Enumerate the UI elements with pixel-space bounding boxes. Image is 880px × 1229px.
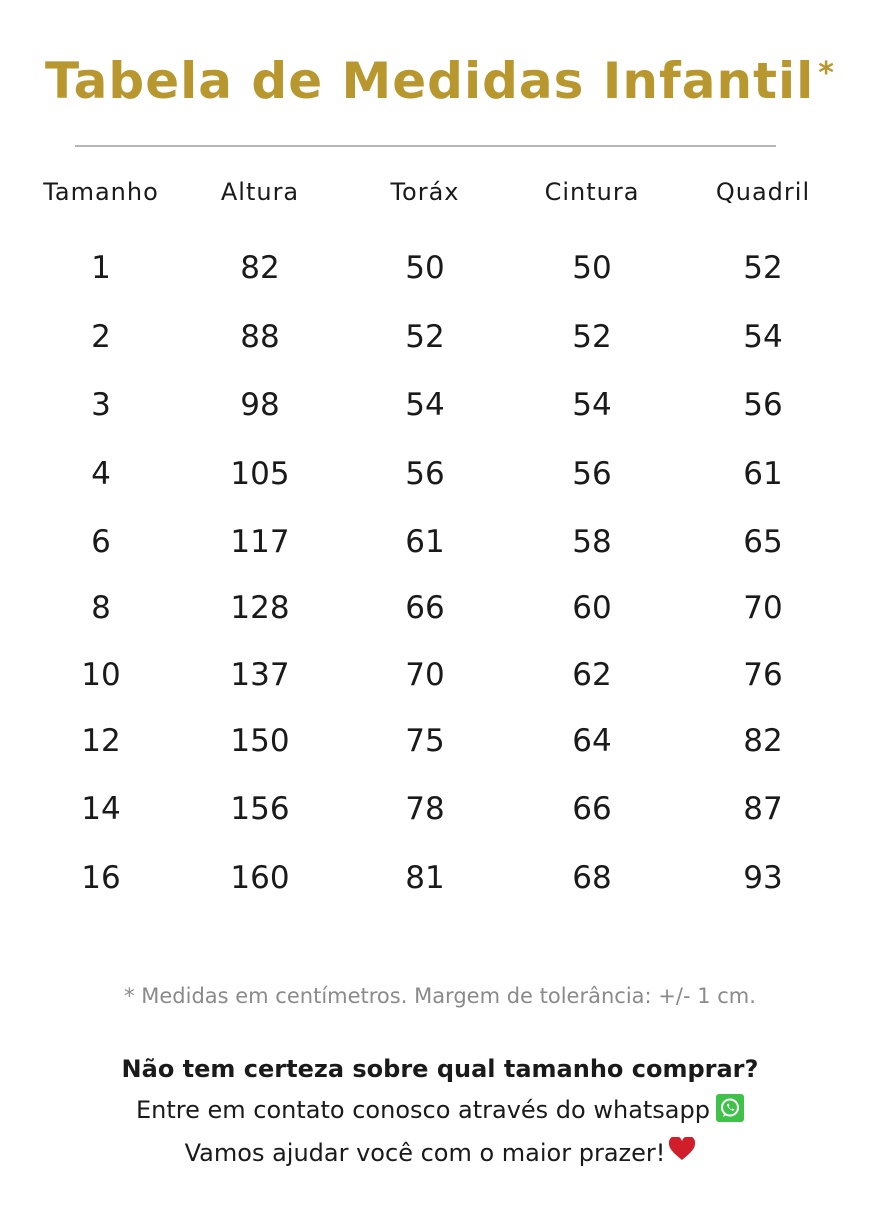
column-header: Altura xyxy=(220,178,300,206)
table-cell: 2 xyxy=(91,319,111,355)
table-cell: 156 xyxy=(230,791,290,827)
table-cell: 76 xyxy=(743,657,783,693)
footer-closing: Vamos ajudar você com o maior prazer! xyxy=(0,1135,880,1167)
table-cell: 128 xyxy=(230,590,290,626)
table-cell: 81 xyxy=(405,860,445,896)
title-asterisk: * xyxy=(818,56,835,91)
table-cell: 75 xyxy=(405,723,445,759)
page-title: Tabela de Medidas Infantil * xyxy=(0,52,880,110)
table-cell: 50 xyxy=(572,250,612,286)
table-cell: 56 xyxy=(405,456,445,492)
table-cell: 14 xyxy=(81,791,121,827)
table-cell: 87 xyxy=(743,791,783,827)
table-cell: 70 xyxy=(743,590,783,626)
table-cell: 93 xyxy=(743,860,783,896)
table-cell: 52 xyxy=(743,250,783,286)
table-cell: 54 xyxy=(572,387,612,423)
contact-text: Entre em contato conosco através do what… xyxy=(136,1096,710,1124)
table-cell: 82 xyxy=(743,723,783,759)
table-cell: 3 xyxy=(91,387,111,423)
whatsapp-icon[interactable] xyxy=(715,1094,744,1122)
column-header: Tamanho xyxy=(43,178,159,206)
table-cell: 54 xyxy=(743,319,783,355)
table-cell: 65 xyxy=(743,524,783,560)
table-cell: 50 xyxy=(405,250,445,286)
table-cell: 98 xyxy=(240,387,280,423)
table-cell: 56 xyxy=(572,456,612,492)
table-cell: 68 xyxy=(572,860,612,896)
closing-text: Vamos ajudar você com o maior prazer! xyxy=(184,1139,666,1167)
table-cell: 52 xyxy=(572,319,612,355)
table-cell: 117 xyxy=(230,524,290,560)
table-cell: 88 xyxy=(240,319,280,355)
table-cell: 66 xyxy=(572,791,612,827)
table-cell: 52 xyxy=(405,319,445,355)
table-cell: 105 xyxy=(230,456,290,492)
table-cell: 10 xyxy=(81,657,121,693)
table-cell: 70 xyxy=(405,657,445,693)
table-cell: 61 xyxy=(743,456,783,492)
table-cell: 160 xyxy=(230,860,290,896)
footer-contact: Entre em contato conosco através do what… xyxy=(0,1094,880,1125)
table-cell: 16 xyxy=(81,860,121,896)
table-cell: 12 xyxy=(81,723,121,759)
table-cell: 8 xyxy=(91,590,111,626)
column-header: Quadril xyxy=(715,178,811,206)
table-cell: 60 xyxy=(572,590,612,626)
table-cell: 1 xyxy=(91,250,111,286)
table-cell: 61 xyxy=(405,524,445,560)
table-cell: 64 xyxy=(572,723,612,759)
table-cell: 82 xyxy=(240,250,280,286)
footnote: * Medidas em centímetros. Margem de tole… xyxy=(124,984,756,1008)
table-cell: 54 xyxy=(405,387,445,423)
title-text: Tabela de Medidas Infantil xyxy=(45,52,815,110)
heart-icon xyxy=(669,1135,696,1167)
table-cell: 56 xyxy=(743,387,783,423)
table-cell: 137 xyxy=(230,657,290,693)
column-header: Toráx xyxy=(390,178,460,206)
column-header: Cintura xyxy=(544,178,640,206)
footer-question: Não tem certeza sobre qual tamanho compr… xyxy=(121,1055,759,1083)
table-cell: 6 xyxy=(91,524,111,560)
table-cell: 4 xyxy=(91,456,111,492)
divider xyxy=(75,145,776,147)
table-cell: 78 xyxy=(405,791,445,827)
table-cell: 58 xyxy=(572,524,612,560)
table-cell: 62 xyxy=(572,657,612,693)
table-cell: 66 xyxy=(405,590,445,626)
table-cell: 150 xyxy=(230,723,290,759)
